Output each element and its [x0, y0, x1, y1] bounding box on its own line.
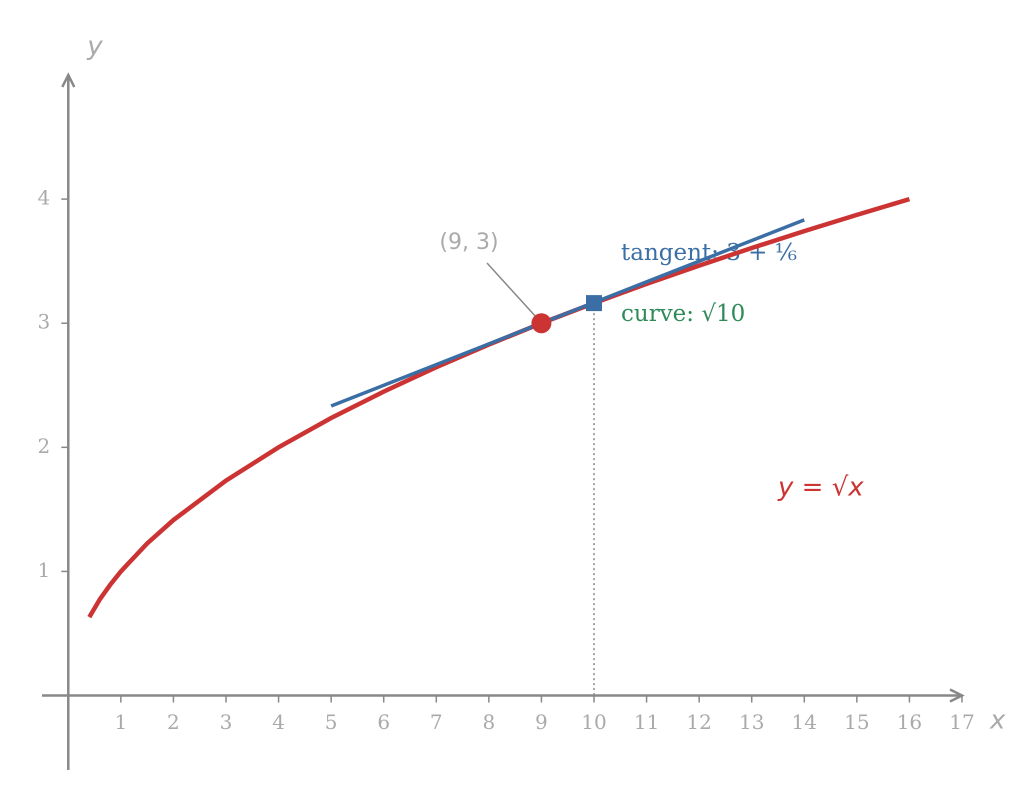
- x-tick-label: 11: [634, 710, 659, 734]
- y-tick-label: 2: [38, 434, 51, 458]
- series-line: [87, 196, 911, 619]
- x-tick-label: 17: [949, 710, 974, 734]
- x-tick-label: 4: [272, 710, 285, 734]
- x-tick-label: 9: [535, 710, 548, 734]
- x-tick-label: 13: [739, 710, 764, 734]
- x-tick-label: 2: [167, 710, 180, 734]
- x-axis-label: x: [989, 706, 1006, 736]
- x-tick-label: 1: [114, 710, 127, 734]
- x-tick-label: 12: [686, 710, 711, 734]
- y-axis-label: y: [86, 32, 103, 62]
- point-label: (9, 3): [439, 230, 498, 255]
- x-tick-label: 3: [220, 710, 233, 734]
- point-marker: [586, 295, 602, 312]
- y-axis-arrow: [61, 72, 76, 88]
- x-tick-label: 15: [844, 710, 869, 734]
- x-tick-label: 6: [377, 710, 390, 734]
- x-tick-label: 7: [430, 710, 443, 734]
- y-tick-label: 4: [38, 186, 51, 210]
- x-tick-label: 10: [581, 710, 606, 734]
- annotation-leader: [486, 262, 538, 319]
- point-marker: [531, 313, 552, 334]
- x-tick-label: 16: [897, 710, 922, 734]
- equation-label: y = √x: [777, 473, 864, 503]
- series-line: [330, 218, 805, 408]
- x-tick-label: 14: [792, 710, 817, 734]
- x-tick-label: 8: [482, 710, 495, 734]
- curve-label: curve: √10: [621, 301, 745, 327]
- y-tick-label: 1: [38, 558, 51, 582]
- y-tick-label: 3: [38, 310, 51, 334]
- x-tick-label: 5: [325, 710, 338, 734]
